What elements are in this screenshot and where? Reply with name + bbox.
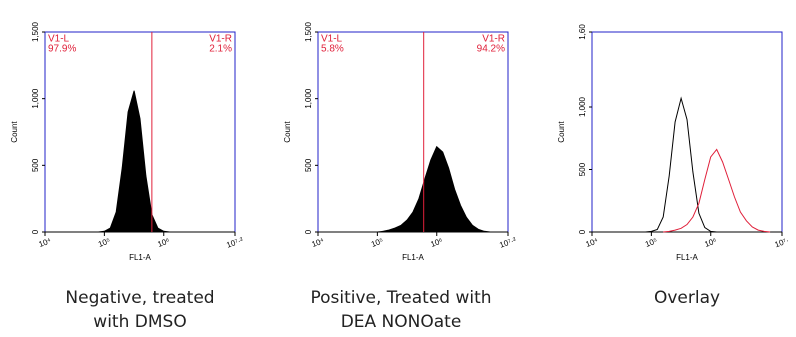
x-tick-label: 10⁵ (644, 236, 659, 249)
y-tick-label: 1,000 (31, 88, 40, 109)
x-tick-label: 10⁴ (585, 236, 600, 249)
gate-left-name: V1-L (48, 34, 70, 45)
y-tick-label: 1,000 (578, 96, 587, 117)
x-tick-label: 10⁶ (429, 236, 444, 249)
x-tick-label: 10⁶ (156, 236, 171, 249)
x-tick-label: 10⁷· (774, 236, 791, 249)
y-tick-label: 0 (304, 229, 313, 234)
histogram-area (377, 145, 491, 233)
gate-right-pct: 94.2% (477, 44, 505, 55)
histogram-line (645, 96, 717, 233)
y-axis-label: Count (557, 121, 566, 143)
gate-left-pct: 5.8% (321, 44, 344, 55)
histogram-line (663, 148, 771, 233)
x-tick-label: 10⁷·² (225, 235, 244, 249)
x-tick-label: 10⁶ (703, 236, 718, 249)
x-axis-label: FL1-A (402, 253, 424, 262)
x-axis-label: FL1-A (129, 253, 151, 262)
caption: Positive, Treated with (310, 288, 491, 308)
gate-right-pct: 2.1% (209, 44, 232, 55)
x-tick-label: 10⁴ (311, 236, 326, 249)
y-axis-label: Count (10, 121, 19, 143)
histogram-area (98, 90, 170, 233)
x-tick-label: 10⁴ (38, 236, 53, 249)
plot-frame (591, 31, 783, 233)
plot-frame (317, 31, 509, 233)
y-tick-label: 0 (578, 229, 587, 234)
x-tick-label: 10⁵ (370, 236, 385, 249)
x-tick-label: 10⁷·² (498, 235, 517, 249)
y-tick-label: 500 (31, 158, 40, 172)
y-tick-label: 500 (304, 158, 313, 172)
caption: DEA NONOate (341, 312, 462, 332)
y-tick-label: 1,500 (31, 21, 40, 42)
x-axis-label: FL1-A (676, 253, 698, 262)
gate-left-pct: 97.9% (48, 44, 76, 55)
y-tick-label: 500 (578, 162, 587, 176)
x-tick-label: 10⁵ (97, 236, 112, 249)
y-axis-label: Count (283, 121, 292, 143)
y-tick-label: 0 (31, 229, 40, 234)
caption: with DMSO (93, 312, 186, 332)
gate-left-name: V1-L (321, 34, 343, 45)
y-tick-label: 1,000 (304, 88, 313, 109)
y-tick-label: 1,500 (304, 21, 313, 42)
caption: Overlay (654, 288, 720, 308)
caption: Negative, treated (65, 288, 214, 308)
gate-right-name: V1-R (482, 34, 505, 45)
gate-right-name: V1-R (209, 34, 232, 45)
y-tick-label: 1,60 (578, 24, 587, 40)
